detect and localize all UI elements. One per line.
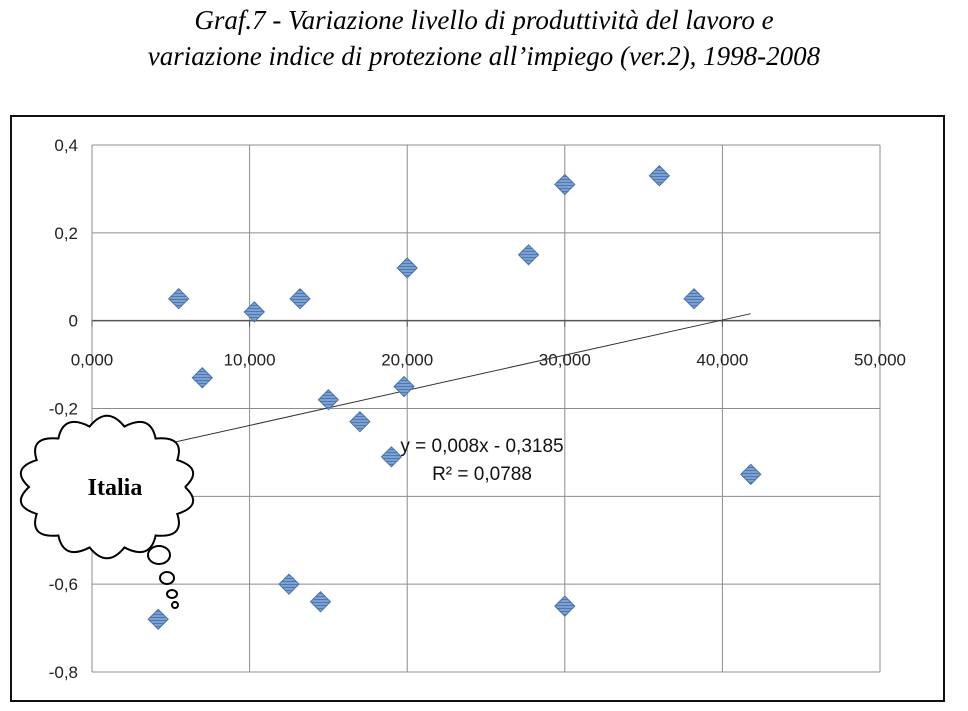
callout-bubble <box>166 589 178 599</box>
title-line-1: Graf.7 - Variazione livello di produttiv… <box>194 5 774 35</box>
scatter-chart: 0,40,20-0,2-0,4-0,6-0,80,00010,00020,000… <box>19 136 906 682</box>
data-point <box>147 608 169 631</box>
data-point <box>289 288 311 310</box>
italia-callout: Italia <box>19 414 195 609</box>
chart-frame: 0,40,20-0,2-0,4-0,6-0,80,00010,00020,000… <box>10 115 945 702</box>
callout-bubble <box>171 601 179 609</box>
data-point <box>191 367 214 389</box>
title-line-2: variazione indice di protezione all’impi… <box>147 41 821 71</box>
trendline-r2-text: R² = 0,0788 <box>432 464 532 485</box>
data-point <box>396 257 418 279</box>
chart-title: Graf.7 - Variazione livello di produttiv… <box>0 0 968 74</box>
x-tick-label: 20,000 <box>381 351 433 370</box>
data-point <box>517 244 540 266</box>
y-tick-label: 0,2 <box>54 224 78 243</box>
chart-grid <box>91 144 881 673</box>
callout-cloud <box>19 414 195 560</box>
trendline-equation: y = 0,008x - 0,3185 R² = 0,0788 <box>400 436 563 485</box>
y-tick-label: -0,2 <box>49 400 78 419</box>
callout-label: Italia <box>88 475 143 501</box>
data-point <box>167 288 190 310</box>
y-tick-label: 0,4 <box>54 136 78 155</box>
data-point <box>554 595 576 617</box>
y-tick-label: -0,8 <box>49 663 78 682</box>
trendline <box>158 313 751 447</box>
data-points <box>147 165 762 631</box>
data-point <box>683 288 705 310</box>
x-tick-label: 10,000 <box>224 351 276 370</box>
y-tick-label: -0,6 <box>49 575 78 594</box>
trendline-layer <box>158 313 751 447</box>
x-tick-label: 30,000 <box>539 351 591 370</box>
data-point <box>380 446 403 468</box>
tick-labels: 0,40,20-0,2-0,4-0,6-0,80,00010,00020,000… <box>49 136 906 682</box>
chart-axes <box>91 145 881 672</box>
data-point <box>243 301 266 323</box>
callout-bubble <box>147 545 171 565</box>
callout-bubble <box>159 571 175 585</box>
data-point <box>349 410 371 433</box>
data-point <box>278 573 300 595</box>
y-tick-label: 0 <box>69 312 78 331</box>
data-point <box>740 463 762 486</box>
data-point <box>309 591 332 613</box>
data-point <box>648 165 671 187</box>
x-tick-label: 50,000 <box>854 351 906 370</box>
x-tick-label: 40,000 <box>696 351 748 370</box>
trendline-equation-text: y = 0,008x - 0,3185 <box>400 436 563 457</box>
data-point <box>317 389 340 411</box>
x-tick-label: 0,000 <box>71 351 114 370</box>
data-point <box>554 173 576 196</box>
data-point <box>393 375 415 398</box>
